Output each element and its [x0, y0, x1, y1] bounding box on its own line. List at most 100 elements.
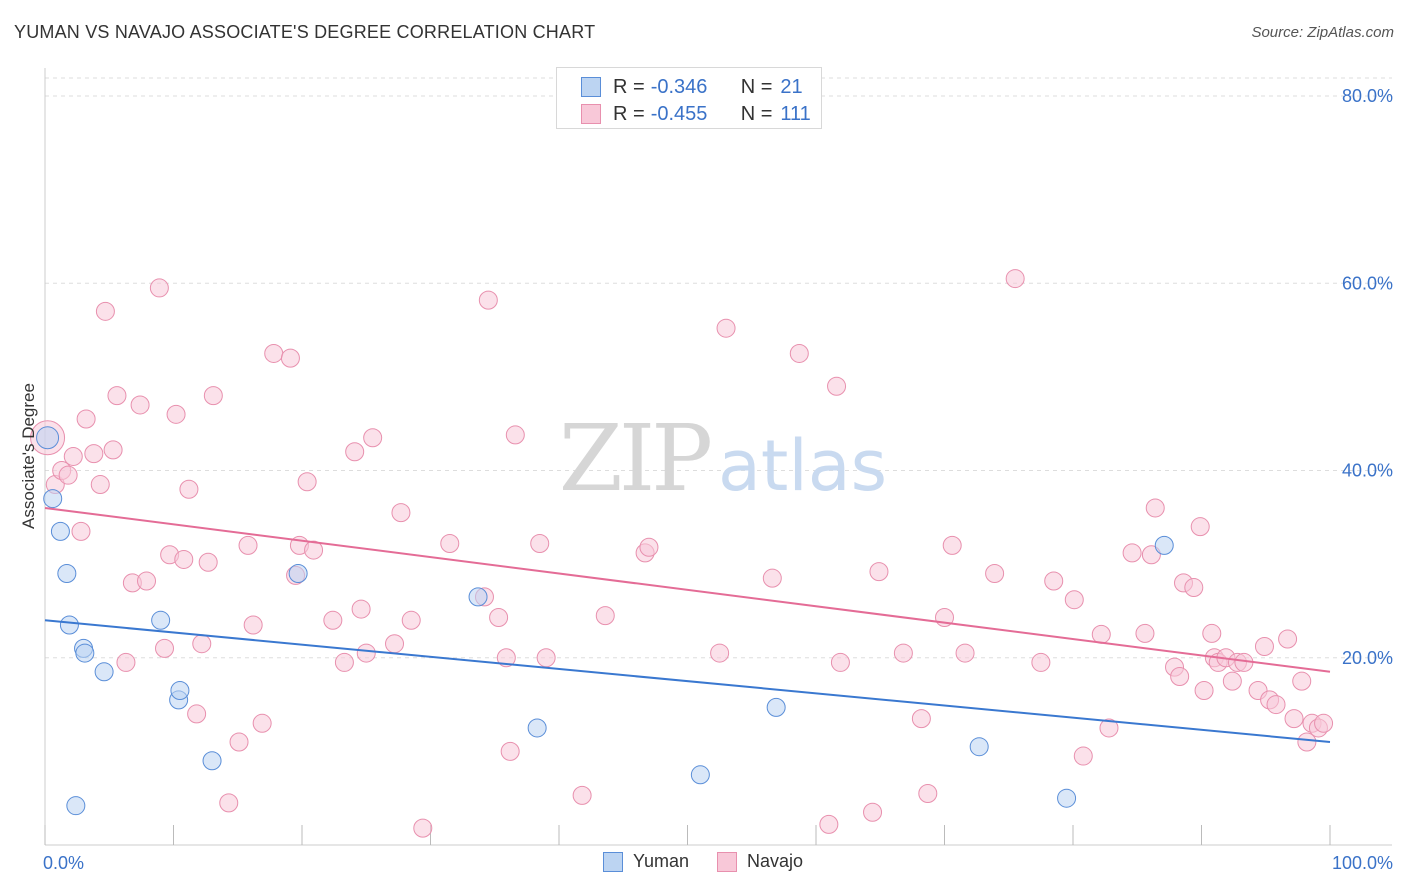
navajo-point: [478, 290, 498, 310]
navajo-point: [107, 386, 127, 406]
navajo-point: [149, 278, 169, 298]
navajo-point: [71, 521, 91, 541]
navajo-point: [1190, 517, 1210, 537]
navajo-point: [1222, 671, 1242, 691]
yuman-point: [1057, 788, 1077, 808]
navajo-point: [505, 425, 525, 445]
legend-item-navajo[interactable]: Navajo: [717, 851, 803, 872]
navajo-point: [440, 534, 460, 554]
navajo-point: [1170, 666, 1190, 686]
legend-row-yuman: R = -0.346 N = 21: [557, 74, 803, 100]
label-layer: 20.0% 40.0% 60.0% 80.0% 0.0% 100.0% Associate'…: [19, 86, 1393, 873]
yuman-point: [468, 587, 488, 607]
legend-item-yuman[interactable]: Yuman: [602, 851, 689, 872]
navajo-point: [323, 610, 343, 630]
navajo-point: [1254, 637, 1274, 657]
navajo-swatch: [581, 104, 601, 124]
navajo-point: [500, 741, 520, 761]
navajo-point: [869, 562, 889, 582]
n-value: 111: [780, 102, 811, 125]
navajo-point: [155, 638, 175, 658]
navajo-point: [1044, 571, 1064, 591]
navajo-point: [84, 444, 104, 464]
y-tick-label: 40.0%: [1342, 461, 1393, 481]
x-tick-label: 0.0%: [43, 853, 84, 873]
yuman-point: [1154, 535, 1174, 555]
navajo-point: [1005, 269, 1025, 289]
legend-label: Navajo: [747, 851, 804, 871]
navajo-point: [58, 465, 78, 485]
navajo-point: [63, 446, 83, 466]
navajo-point: [391, 503, 411, 523]
yuman-point: [66, 796, 86, 816]
navajo-point: [496, 648, 516, 668]
yuman-point: [94, 662, 114, 682]
navajo-point: [955, 643, 975, 663]
navajo-point: [489, 607, 509, 627]
source-label: Source: ZipAtlas.com: [1251, 24, 1394, 41]
navajo-point: [1202, 623, 1222, 643]
navajo-point: [1297, 732, 1317, 752]
navajo-point: [1194, 681, 1214, 701]
yuman-point: [170, 681, 190, 701]
yuman-point: [969, 737, 989, 757]
r-value: -0.455: [650, 102, 708, 125]
yuman-swatch: [602, 851, 623, 872]
navajo-point: [595, 606, 615, 626]
yuman-trend-line: [44, 619, 1331, 744]
legend-label: Yuman: [632, 851, 689, 871]
navajo-point: [827, 376, 847, 396]
navajo-point: [243, 615, 263, 635]
y-tick-label: 60.0%: [1342, 273, 1393, 293]
navajo-point: [716, 318, 736, 338]
navajo-point: [401, 610, 421, 630]
watermark-atlas: atlas: [718, 425, 887, 507]
navajo-point: [536, 648, 556, 668]
navajo-point: [179, 479, 199, 499]
yuman-point: [43, 489, 63, 509]
navajo-point: [639, 537, 659, 557]
yuman-point: [36, 426, 60, 450]
chart-title: YUMAN VS NAVAJO ASSOCIATE'S DEGREE CORRE…: [14, 22, 596, 42]
navajo-point: [203, 386, 223, 406]
navajo-point: [1284, 709, 1304, 729]
navajo-point: [985, 563, 1005, 583]
r-label: R =: [613, 102, 645, 125]
watermark: ZIP atlas: [559, 405, 887, 512]
navajo-point: [130, 395, 150, 415]
legend-row-navajo: R = -0.455 N = 111: [557, 101, 811, 127]
points-layer: [30, 269, 1334, 838]
navajo-point: [76, 409, 96, 429]
yuman-point: [57, 563, 77, 583]
navajo-point: [830, 652, 850, 672]
navajo-point: [1099, 718, 1119, 738]
navajo-point: [238, 535, 258, 555]
navajo-point: [1292, 671, 1312, 691]
yuman-point: [151, 610, 171, 630]
navajo-point: [893, 643, 913, 663]
navajo-point: [103, 440, 123, 460]
navajo-point: [264, 343, 284, 363]
navajo-swatch: [717, 851, 737, 872]
r-value: -0.346: [650, 75, 708, 98]
navajo-point: [789, 343, 809, 363]
n-value: 21: [780, 75, 803, 98]
y-tick-label: 20.0%: [1342, 648, 1393, 668]
yuman-point: [690, 765, 710, 785]
grid-layer: [45, 77, 1392, 659]
x-tick-label: 100.0%: [1332, 853, 1393, 873]
navajo-point: [572, 785, 592, 805]
navajo-point: [90, 475, 110, 495]
navajo-point: [1266, 695, 1286, 715]
navajo-point: [530, 534, 550, 554]
navajo-point: [219, 793, 239, 813]
navajo-point: [334, 652, 354, 672]
navajo-point: [1073, 746, 1093, 766]
navajo-point: [198, 552, 218, 572]
yuman-point: [50, 521, 70, 541]
navajo-point: [819, 814, 839, 834]
navajo-point: [116, 652, 136, 672]
n-label: N =: [740, 75, 773, 98]
r-label: R =: [613, 75, 645, 98]
